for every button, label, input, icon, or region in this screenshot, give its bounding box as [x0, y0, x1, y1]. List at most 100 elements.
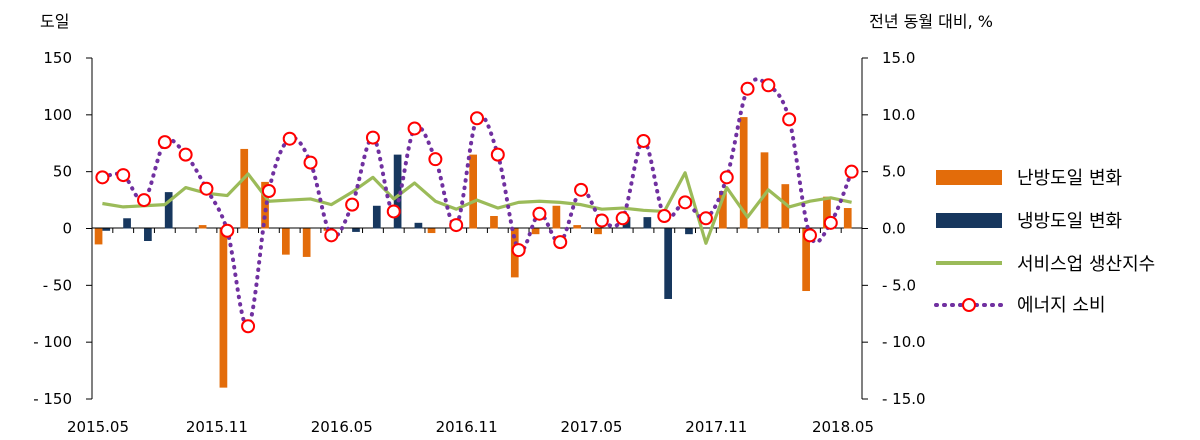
energy-point [220, 223, 235, 238]
right-tick-label: - 15.0 [882, 390, 926, 408]
x-tick-label: 2016.05 [311, 418, 373, 436]
x-tick-label: 2017.11 [685, 418, 747, 436]
energy-point [407, 121, 422, 136]
right-axis-ticks: 15.0 10.0 5.0 0.0 - 5.0 - 10.0 - 15.0 [862, 49, 926, 408]
legend-swatch-cooling [936, 213, 1002, 228]
heating-bar [552, 205, 561, 229]
x-tick-label: 2018.05 [812, 418, 874, 436]
x-tick-label: 2015.11 [186, 418, 248, 436]
energy-point [844, 164, 859, 179]
heating-bar [719, 190, 727, 229]
cooling-bar [164, 192, 173, 229]
heating-bar [823, 196, 831, 229]
cooling-bar [685, 228, 693, 235]
heating-bar [261, 181, 269, 229]
legend-label-heating: 난방도일 변화 [1017, 168, 1122, 189]
energy-point [698, 211, 713, 226]
cooling-bar [372, 205, 381, 229]
heating-bar [531, 228, 540, 235]
energy-point [490, 147, 505, 162]
left-tick-label: - 150 [33, 390, 72, 408]
cooling-bar [352, 228, 360, 232]
energy-point [116, 168, 131, 183]
legend-swatch-energy-marker [962, 298, 976, 312]
right-tick-label: 15.0 [882, 49, 915, 67]
legend: 난방도일 변화 냉방도일 변화 서비스업 생산지수 에너지 소비 [934, 168, 1155, 316]
energy-point [740, 81, 755, 96]
legend-label-energy: 에너지 소비 [1017, 295, 1106, 316]
energy-point [365, 130, 380, 145]
cooling-bar [102, 228, 111, 231]
lines-layer [95, 77, 859, 334]
left-tick-label: - 100 [33, 333, 72, 351]
right-tick-label: 5.0 [882, 163, 906, 181]
energy-point [178, 147, 193, 162]
cooling-bar [664, 228, 672, 299]
right-tick-label: 0.0 [882, 220, 906, 238]
bars-layer [94, 117, 852, 388]
x-tick-label: 2015.05 [67, 418, 129, 436]
right-tick-label: 10.0 [882, 106, 915, 124]
heating-bar [760, 152, 769, 229]
heating-bar [219, 228, 228, 388]
left-tick-label: 100 [43, 106, 72, 124]
energy-point [324, 228, 339, 243]
axes-layer: 도일 전년 동월 대비, % [40, 12, 993, 399]
energy-point [137, 193, 152, 208]
energy-point [261, 183, 276, 198]
left-axis-label: 도일 [40, 12, 69, 31]
heating-bar [739, 117, 748, 229]
energy-point [157, 135, 172, 150]
heating-bar [781, 184, 790, 229]
heating-bar [469, 154, 477, 229]
left-tick-label: 0 [62, 220, 72, 238]
x-axis-ticks: 2015.05 2015.11 2016.05 2016.11 2017.05 2017.… [67, 228, 874, 436]
service-index-line [102, 171, 852, 245]
left-tick-label: - 50 [43, 276, 72, 294]
heating-bar [573, 225, 582, 229]
cooling-bar [144, 228, 152, 242]
cooling-bar [123, 218, 131, 229]
legend-item-heating: 난방도일 변화 [936, 168, 1122, 189]
legend-swatch-heating [936, 170, 1002, 185]
heating-bar [490, 215, 498, 229]
energy-point [345, 197, 360, 212]
energy-point [782, 112, 797, 127]
energy-point [303, 155, 318, 170]
cooling-bar [643, 217, 652, 229]
cooling-bar [393, 154, 402, 229]
heating-bar [802, 228, 810, 292]
right-axis-label: 전년 동월 대비, % [869, 12, 993, 31]
legend-item-service: 서비스업 생산지수 [936, 254, 1155, 275]
left-tick-label: 50 [53, 163, 72, 181]
energy-point [636, 133, 651, 148]
heating-bar [240, 148, 249, 229]
energy-point [719, 170, 734, 185]
legend-item-cooling: 냉방도일 변화 [936, 211, 1122, 232]
energy-point [574, 182, 589, 197]
legend-label-service: 서비스업 생산지수 [1017, 254, 1155, 275]
energy-point [532, 206, 547, 221]
right-tick-label: - 5.0 [882, 276, 916, 294]
left-tick-label: 150 [43, 49, 72, 67]
energy-point [553, 235, 568, 250]
heating-bar [302, 228, 311, 257]
energy-point [95, 170, 110, 185]
energy-point [428, 152, 443, 167]
energy-point [511, 243, 526, 258]
cooling-bar [414, 222, 423, 229]
left-axis-ticks: 150 100 50 0 - 50 - 100 - 150 [33, 49, 92, 408]
legend-label-cooling: 냉방도일 변화 [1017, 211, 1122, 232]
energy-point [823, 215, 838, 230]
energy-point [657, 208, 672, 223]
energy-point [802, 228, 817, 243]
energy-point [470, 111, 484, 126]
heating-bar [198, 225, 207, 229]
energy-point [761, 78, 776, 93]
energy-point [282, 131, 297, 146]
legend-item-energy: 에너지 소비 [934, 295, 1106, 316]
energy-point [449, 218, 464, 233]
x-tick-label: 2016.11 [436, 418, 498, 436]
energy-point [594, 213, 609, 228]
